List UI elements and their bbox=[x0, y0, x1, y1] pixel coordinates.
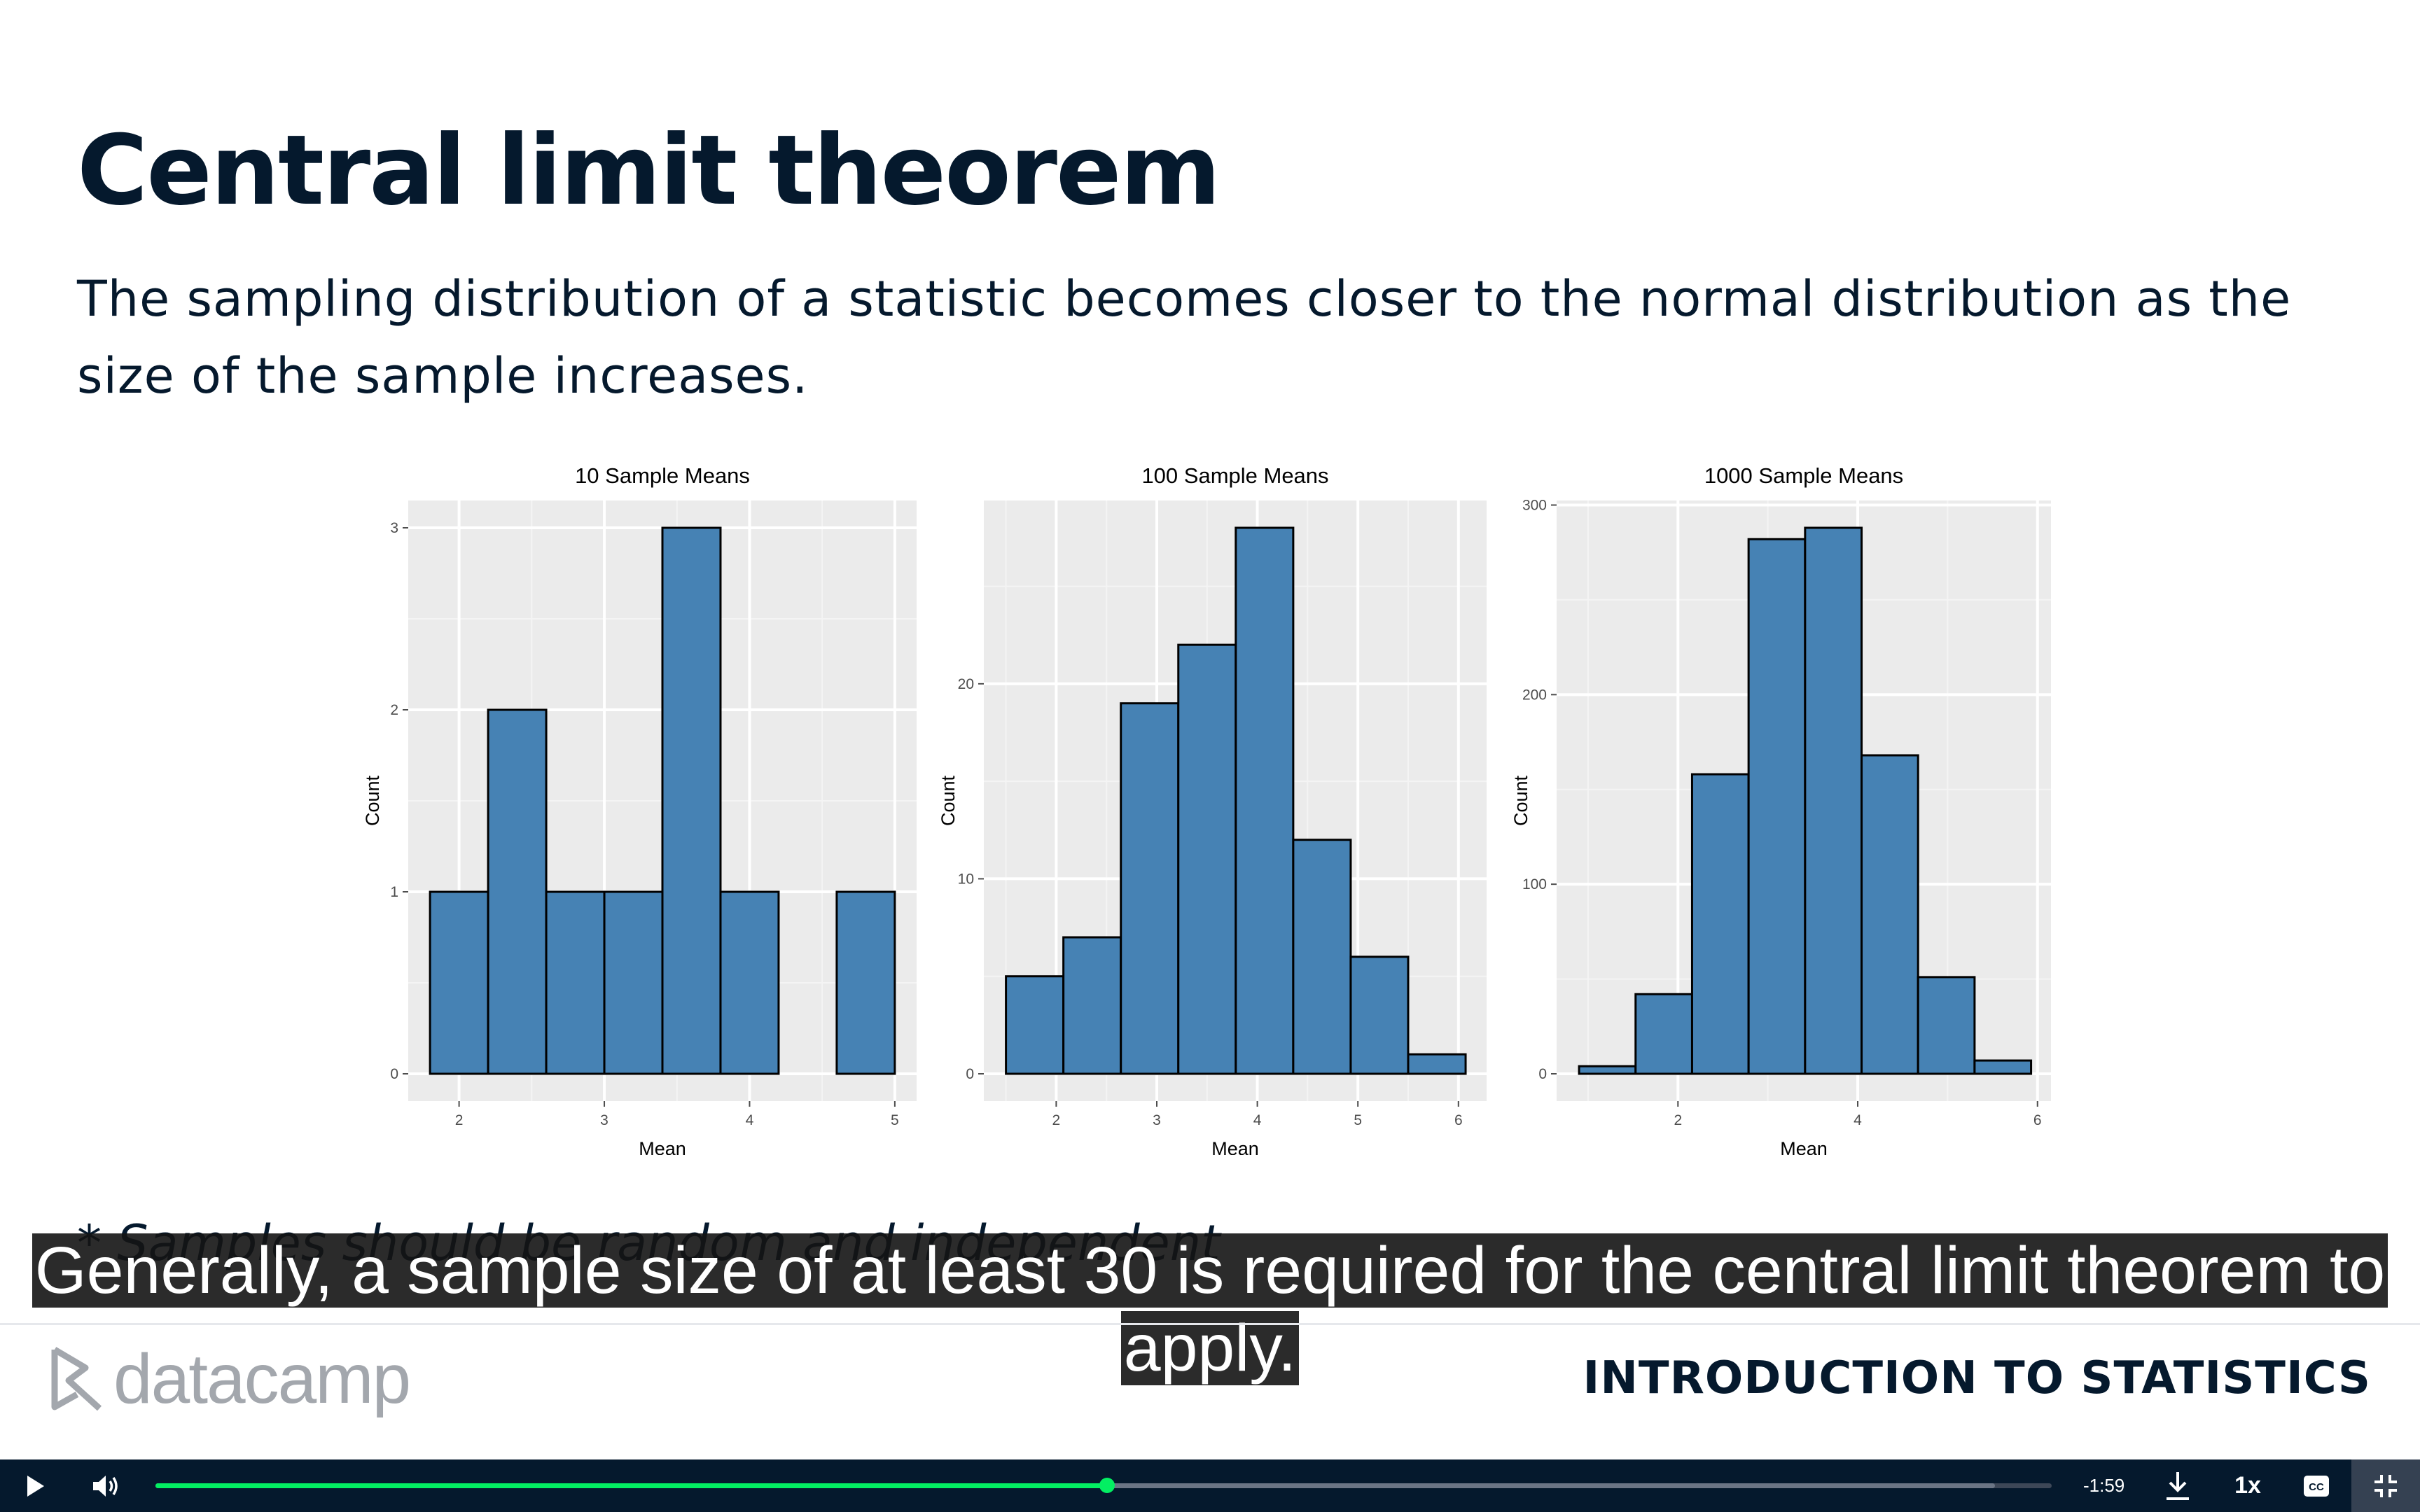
progress-handle[interactable] bbox=[1099, 1478, 1115, 1493]
chart-title: 1000 Sample Means bbox=[1704, 463, 1903, 488]
y-axis-label: Count bbox=[1510, 775, 1531, 826]
y-tick-label: 0 bbox=[390, 1066, 398, 1082]
histogram-bar bbox=[1407, 1053, 1467, 1075]
closed-captions-button[interactable]: CC bbox=[2295, 1460, 2337, 1512]
x-axis-label: Mean bbox=[1211, 1138, 1259, 1155]
y-axis-label: Count bbox=[362, 775, 383, 826]
histogram-bar bbox=[1349, 955, 1410, 1075]
course-title: INTRODUCTION TO STATISTICS bbox=[1583, 1352, 2371, 1404]
exit-fullscreen-icon bbox=[2374, 1474, 2397, 1497]
histogram-bar bbox=[545, 890, 606, 1075]
svg-text:CC: CC bbox=[2309, 1481, 2324, 1493]
chart-title: 10 Sample Means bbox=[575, 463, 750, 488]
x-tick-label: 3 bbox=[600, 1112, 609, 1128]
x-tick-label: 6 bbox=[2033, 1112, 2042, 1128]
closed-captions-icon: CC bbox=[2304, 1475, 2329, 1497]
progress-slider[interactable] bbox=[155, 1478, 2052, 1493]
play-button[interactable] bbox=[14, 1460, 56, 1512]
chart-panel: 2 4 6 0 100 200 300 1000 Sample Means Mean Count bbox=[1510, 463, 2051, 1155]
x-tick-label: 4 bbox=[1854, 1112, 1862, 1128]
histogram-bar bbox=[429, 890, 489, 1075]
histogram-bar bbox=[1861, 754, 1919, 1075]
histogram-panels: 2 3 4 5 0 1 2 3 10 Sample Means Mean Count 2 3 4 5 6 0 10… bbox=[362, 463, 2051, 1155]
x-tick-label: 5 bbox=[1354, 1112, 1362, 1128]
time-remaining: -1:59 bbox=[2083, 1475, 2125, 1496]
x-axis-label: Mean bbox=[1780, 1138, 1828, 1155]
histogram-bar bbox=[835, 890, 896, 1075]
played-bar bbox=[155, 1483, 1108, 1488]
y-tick-label: 3 bbox=[390, 520, 398, 536]
x-tick-label: 2 bbox=[1674, 1112, 1682, 1128]
histogram-bar bbox=[1177, 643, 1237, 1075]
histogram-bar bbox=[1578, 1065, 1637, 1075]
x-tick-label: 3 bbox=[1153, 1112, 1161, 1128]
datacamp-logo-icon bbox=[51, 1347, 102, 1411]
histogram-bar bbox=[719, 890, 780, 1075]
histogram-bar bbox=[1120, 702, 1180, 1075]
slide-description: The sampling distribution of a statistic… bbox=[77, 270, 2292, 405]
exit-fullscreen-button[interactable] bbox=[2351, 1460, 2420, 1512]
histogram-bar bbox=[1804, 526, 1863, 1075]
y-axis-label: Count bbox=[938, 775, 959, 826]
y-tick-label: 0 bbox=[1538, 1066, 1547, 1082]
y-tick-label: 0 bbox=[966, 1066, 974, 1082]
datacamp-logo: datacamp bbox=[49, 1339, 411, 1418]
histogram-bar bbox=[1917, 976, 1976, 1075]
histogram-bar bbox=[1973, 1059, 2033, 1075]
histogram-bar bbox=[1634, 993, 1693, 1075]
video-player-controls: -1:59 1x CC bbox=[0, 1460, 2420, 1512]
chart-title: 100 Sample Means bbox=[1141, 463, 1328, 488]
playback-speed-button[interactable]: 1x bbox=[2234, 1472, 2261, 1499]
x-tick-label: 4 bbox=[746, 1112, 754, 1128]
slide-title: Central limit theorem bbox=[77, 114, 1221, 227]
subtitle-caption: Generally, a sample size of at least 30 … bbox=[0, 1232, 2420, 1387]
x-tick-label: 5 bbox=[891, 1112, 899, 1128]
y-tick-label: 200 bbox=[1522, 687, 1547, 703]
histogram-bar bbox=[603, 890, 664, 1075]
histogram-bar bbox=[1235, 526, 1295, 1075]
x-tick-label: 6 bbox=[1454, 1112, 1463, 1128]
histogram-bar bbox=[487, 708, 548, 1075]
x-tick-label: 2 bbox=[1052, 1112, 1061, 1128]
histogram-bar bbox=[661, 526, 722, 1075]
histogram-bar bbox=[1062, 936, 1122, 1075]
x-axis-label: Mean bbox=[639, 1138, 686, 1155]
y-tick-label: 100 bbox=[1522, 876, 1547, 892]
histogram-bar bbox=[1005, 975, 1065, 1075]
y-tick-label: 300 bbox=[1522, 498, 1547, 514]
y-tick-label: 20 bbox=[958, 676, 974, 692]
chart-panel: 2 3 4 5 6 0 10 20 100 Sample Means Mean Count bbox=[938, 463, 1487, 1155]
histogram-bar bbox=[1747, 538, 1807, 1075]
volume-icon bbox=[93, 1475, 118, 1497]
footer-divider bbox=[0, 1323, 2420, 1325]
download-icon bbox=[2167, 1471, 2189, 1500]
x-tick-label: 2 bbox=[455, 1112, 464, 1128]
x-tick-label: 4 bbox=[1253, 1112, 1262, 1128]
histogram-bar bbox=[1292, 839, 1352, 1075]
download-button[interactable] bbox=[2157, 1460, 2199, 1512]
histogram-bar bbox=[1690, 773, 1750, 1075]
y-tick-label: 1 bbox=[390, 884, 398, 900]
y-tick-label: 2 bbox=[390, 702, 398, 718]
y-tick-label: 10 bbox=[958, 871, 974, 887]
chart-panel: 2 3 4 5 0 1 2 3 10 Sample Means Mean Count bbox=[362, 463, 917, 1155]
logo-wordmark: datacamp bbox=[113, 1339, 411, 1418]
volume-button[interactable] bbox=[83, 1460, 129, 1512]
play-icon bbox=[27, 1475, 44, 1497]
